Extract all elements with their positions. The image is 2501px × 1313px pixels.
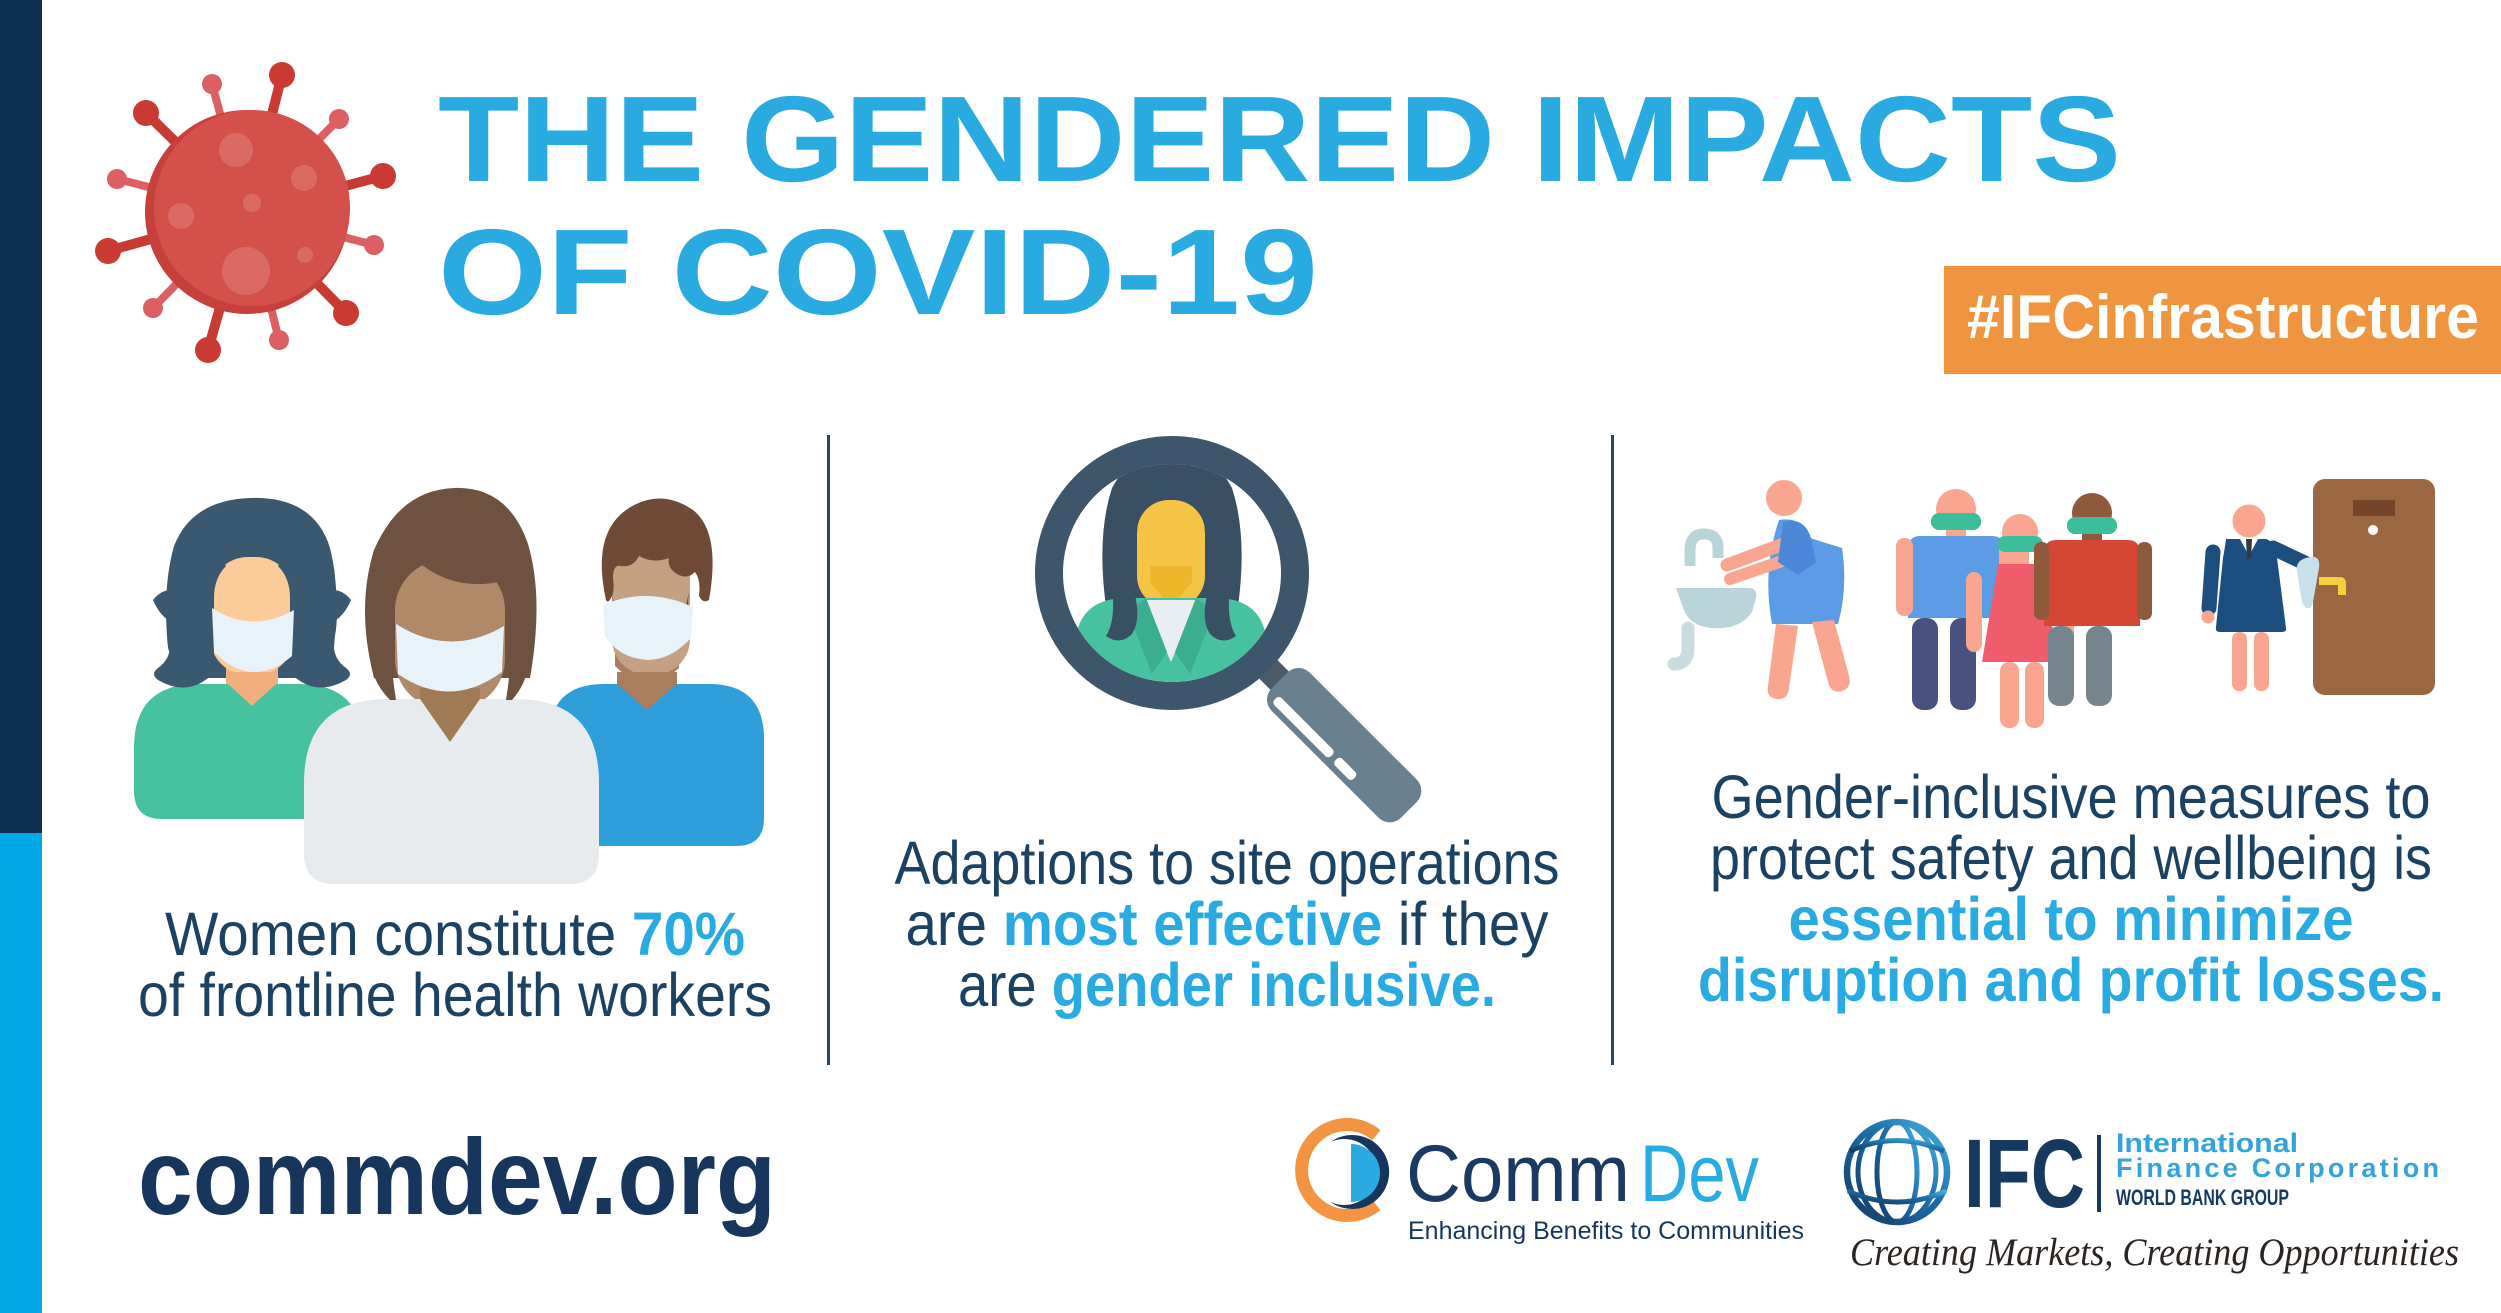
svg-text:OF COVID-19: OF COVID-19 (438, 204, 1318, 340)
svg-text:protect safety and wellbeing i: protect safety and wellbeing is (1710, 824, 2432, 892)
svg-text:are gender inclusive.: are gender inclusive. (958, 951, 1496, 1019)
svg-text:are most effective if they: are most effective if they (906, 890, 1549, 958)
svg-text:Gender-inclusive measures to: Gender-inclusive measures to (1712, 763, 2431, 831)
svg-text:Comm: Comm (1406, 1129, 1630, 1219)
svg-text:THE GENDERED IMPACTS: THE GENDERED IMPACTS (438, 71, 2121, 207)
svg-text:Women constitute 70%: Women constitute 70% (165, 900, 745, 968)
svg-text:disruption and profit losses.: disruption and profit losses. (1698, 946, 2444, 1014)
svg-text:#IFCinfrastructure: #IFCinfrastructure (1967, 283, 2479, 352)
svg-text:Dev: Dev (1640, 1129, 1759, 1219)
svg-text:International: International (2116, 1128, 2298, 1158)
svg-text:of frontline health workers: of frontline health workers (138, 961, 772, 1029)
svg-text:commdev.org: commdev.org (138, 1116, 776, 1237)
svg-text:Finance Corporation: Finance Corporation (2116, 1153, 2439, 1183)
svg-text:Adaptions to site operations: Adaptions to site operations (895, 829, 1560, 897)
svg-text:essential to minimize: essential to minimize (1789, 885, 2354, 953)
svg-text:WORLD BANK GROUP: WORLD BANK GROUP (2116, 1185, 2289, 1210)
svg-text:Enhancing Benefits to Communit: Enhancing Benefits to Communities (1408, 1217, 1804, 1245)
svg-text:IFC: IFC (1964, 1119, 2085, 1228)
svg-text:Creating Markets, Creating Opp: Creating Markets, Creating Opportunities (1850, 1231, 2459, 1274)
